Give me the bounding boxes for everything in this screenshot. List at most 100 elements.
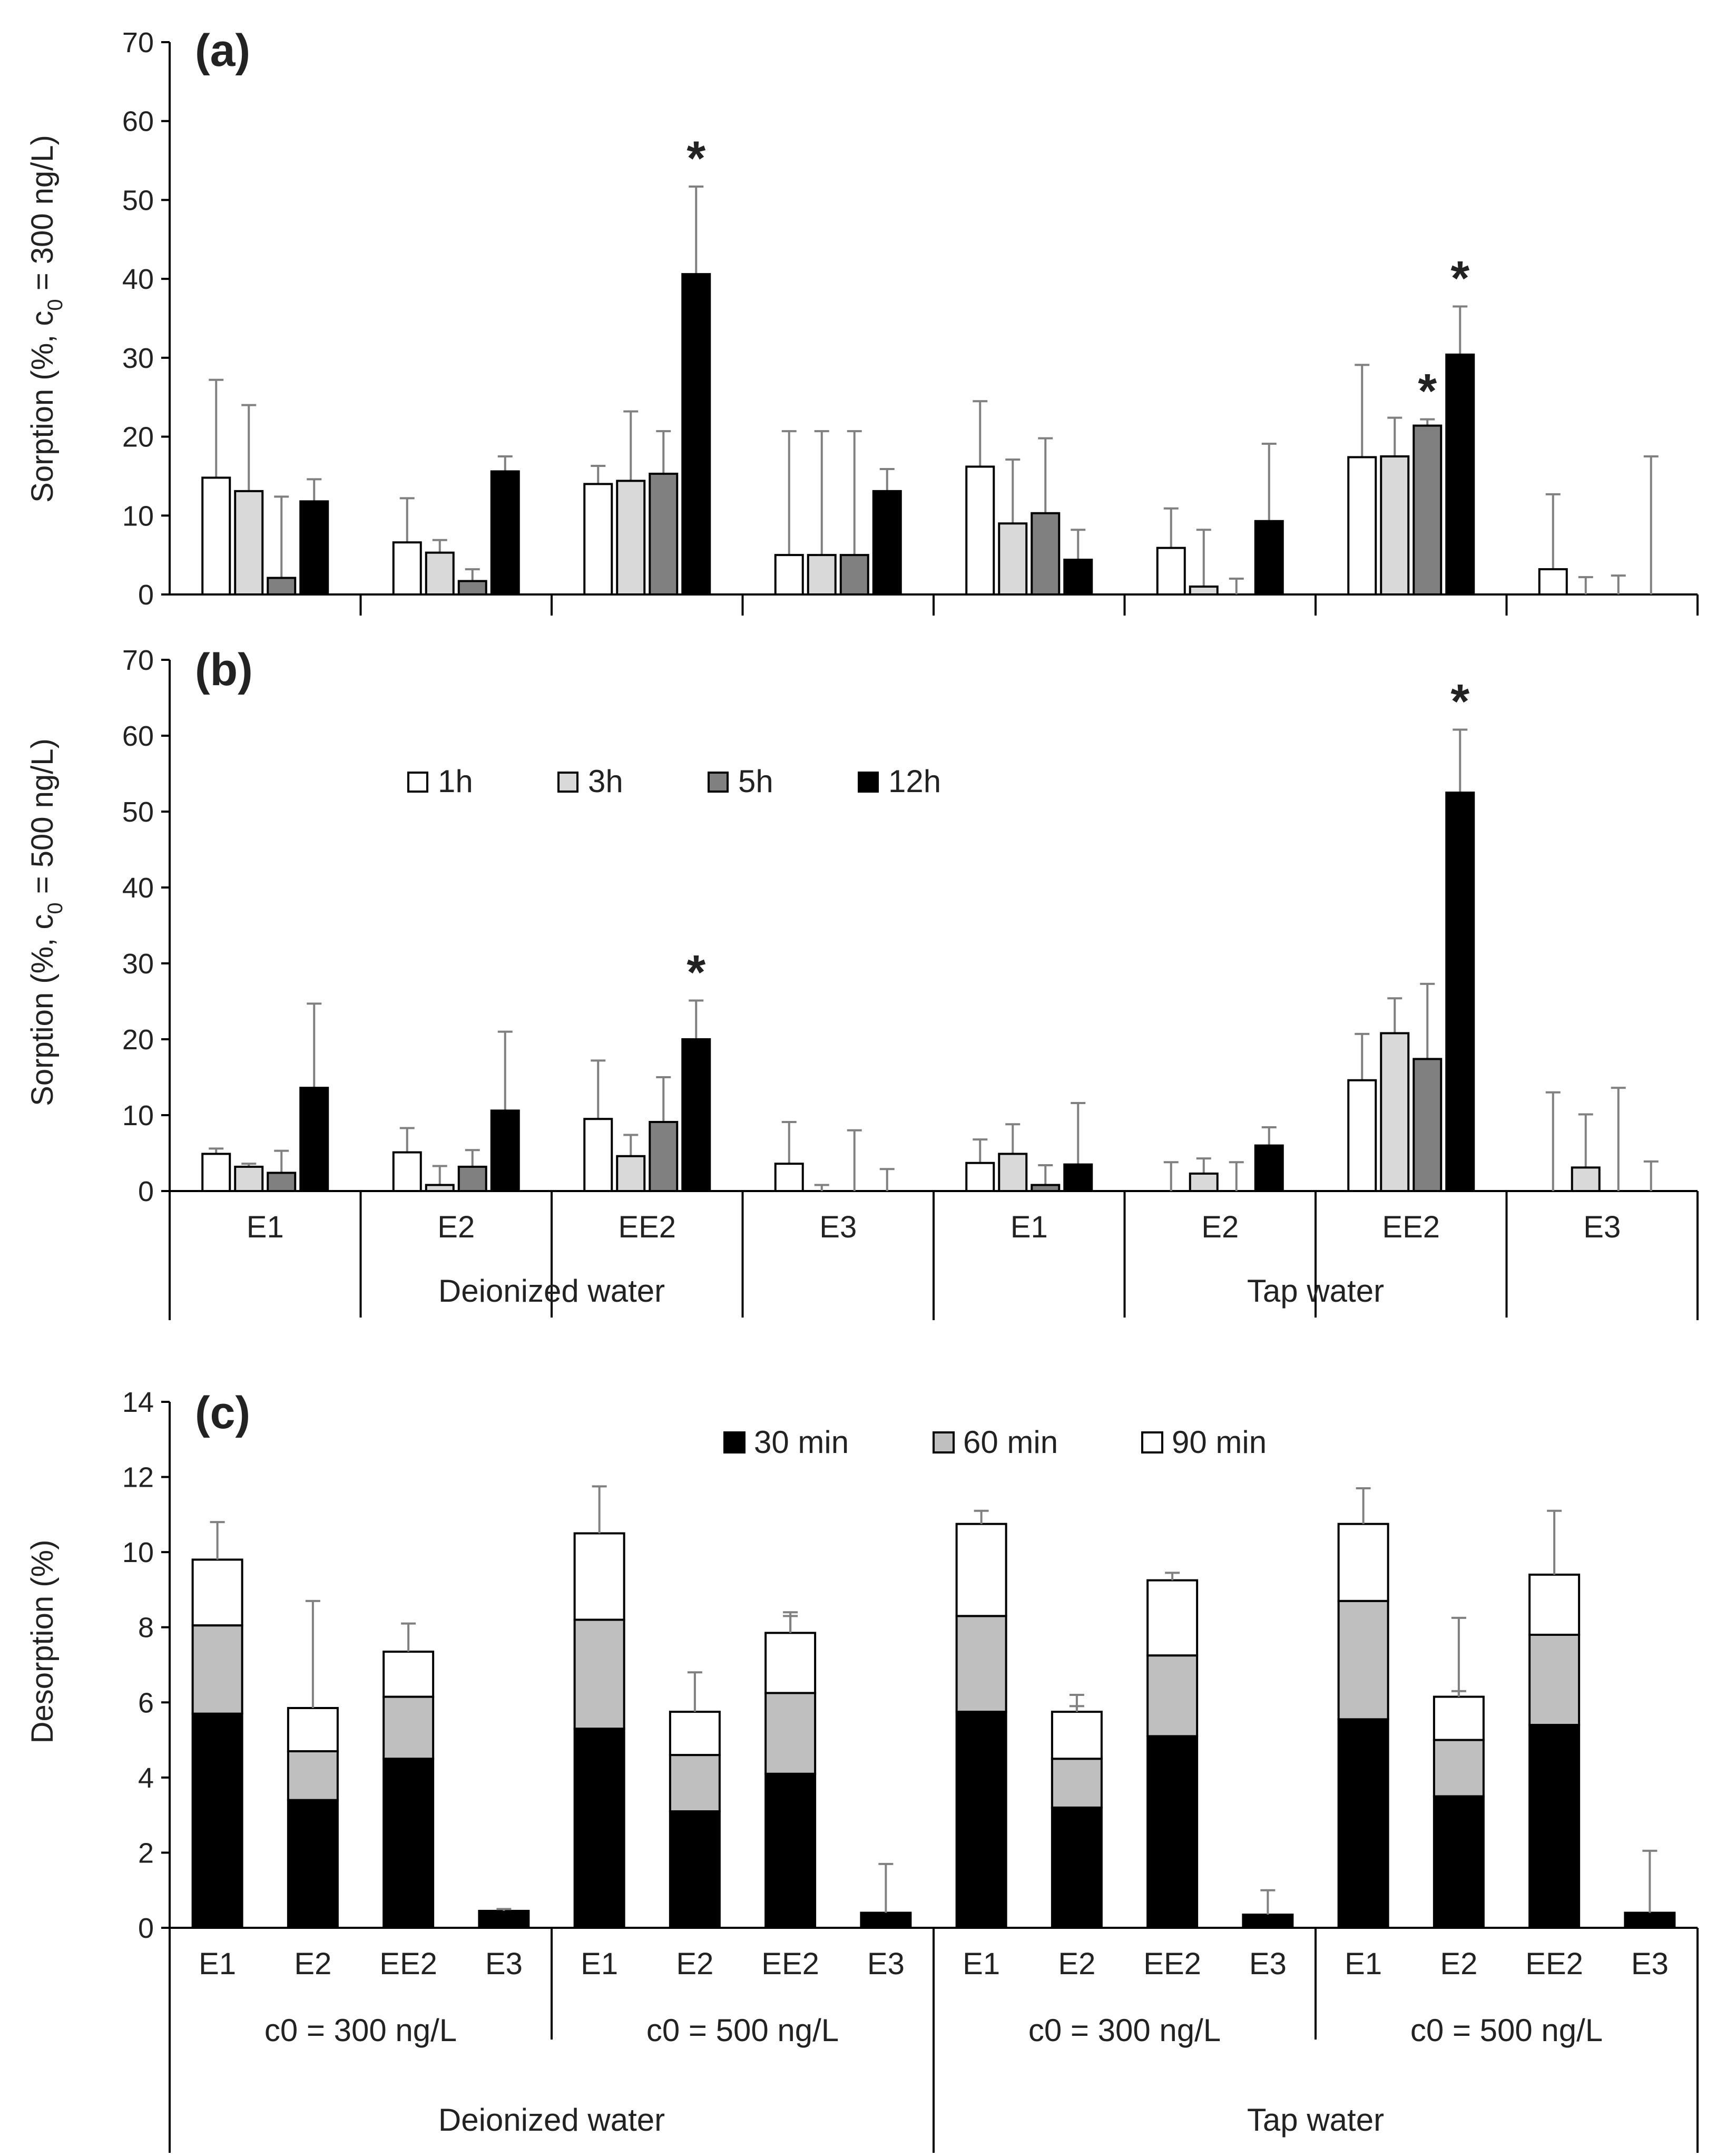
panel-b-bar-12h-EE2 [681,1038,711,1192]
panel-c-bar-90min-EE2 [764,1632,817,1694]
panel-c-bar-30min-EE2 [382,1758,435,1929]
panel-c-bar-90min-EE2 [382,1651,435,1698]
panel-c-bar-60min-EE2 [764,1692,817,1775]
panel-a-bar-5h-EE2 [1413,424,1443,596]
panel-b-legend-swatch-3h [557,772,578,793]
panel-a-bar-1h-E3 [1538,568,1568,596]
panel-b-significance-star: * [686,946,705,1000]
panel-c-bar-30min-E1 [1337,1718,1389,1929]
panel-b-bar-3h-E2 [1189,1172,1219,1192]
panel-c-bar-60min-EE2 [382,1695,435,1760]
panel-c-subgroup-label: c0 = 300 ng/L [1028,2013,1221,2048]
panel-a-bar-3h-E2 [1189,586,1219,596]
panel-c-bar-60min-EE2 [1146,1654,1199,1738]
panel-b-label: (b) [195,645,253,695]
panel-a-sorption-300: 0 10 20 30 40 50 60 70 * * * (a) Sorption (%, c0 =… [25,25,1699,616]
panel-a-bar-1h-E2 [1156,547,1186,596]
panel-a-bar-1h-E1 [965,465,995,596]
panel-c-bar-90min-EE2 [1146,1579,1199,1657]
panel-c-y-tick-label: 4 [138,1762,154,1794]
panel-a-bar-12h-EE2 [681,273,711,596]
panel-b-bar-12h-EE2 [1445,792,1475,1192]
panel-c-bar-60min-E1 [191,1624,243,1715]
panel-b-y-tick-label: 30 [122,948,154,980]
panel-c-y-tick-label: 14 [122,1387,154,1418]
panel-b-bar-3h-E1 [998,1153,1028,1192]
panel-c-category-label: EE2 [761,1947,819,1981]
panel-c-bar-30min-EE2 [1146,1735,1199,1929]
panel-c-bar-30min-E1 [191,1712,243,1929]
panel-c-bar-30min-EE2 [764,1772,817,1929]
panel-c-bar-30min-E2 [287,1799,339,1929]
panel-c-bar-30min-E3 [478,1909,530,1929]
panel-a-bar-12h-E1 [1063,559,1093,596]
panel-c-bar-90min-EE2 [1528,1573,1581,1636]
panel-c-y-tick-label: 12 [122,1462,154,1494]
panel-c-desorption: 0 2 4 6 8 10 12 14 E1 E2 EE2 E3 E1 E2 EE2 E3 E1 E2 EE2 E3 E1… [25,1387,1699,2153]
panel-c-category-label: E1 [963,1947,1000,1981]
panel-b-legend-swatch-1h [407,772,428,793]
panel-c-bar-90min-E1 [191,1558,243,1627]
panel-c-legend-swatch-90min [1141,1431,1163,1453]
panel-c-bar-30min-E1 [573,1728,625,1929]
panel-c-bar-30min-EE2 [1528,1724,1581,1929]
panel-a-y-tick-label: 0 [138,579,154,611]
panel-c-subgroup-label: c0 = 500 ng/L [646,2013,839,2048]
panel-a-significance-star: * [1450,252,1469,306]
panel-a-bar-12h-EE2 [1445,353,1475,596]
panel-c-bar-30min-E3 [1624,1911,1676,1929]
panel-c-label: (c) [195,1388,250,1438]
panel-c-category-label: EE2 [1525,1947,1583,1981]
panel-b-legend-swatch-5h [708,772,729,793]
panel-c-y-tick-label: 2 [138,1837,154,1869]
panel-a-significance-star: * [1418,365,1437,418]
panel-b-category-label: E3 [1583,1210,1621,1244]
panel-b-bar-3h-EE2 [1380,1032,1410,1192]
panel-c-bar-30min-E3 [1242,1914,1294,1929]
panel-c-marks: 0 2 4 6 8 10 12 14 E1 E2 EE2 E3 E1 E2 EE2 E3 E1 E2 EE2 E3 E1… [122,1387,1699,2153]
panel-b-bar-1h-E1 [965,1162,995,1192]
panel-c-category-label: E2 [1440,1947,1477,1981]
panel-a-y-tick-label: 20 [122,422,154,453]
panel-c-category-label: E3 [1249,1947,1287,1981]
panel-b-legend-label: 1h [438,764,473,799]
panel-c-category-label: EE2 [379,1947,437,1981]
panel-a-y-tick-label: 30 [122,343,154,374]
panel-b-significance-star: * [1450,675,1469,728]
panel-b-legend-label: 5h [738,764,773,799]
panel-a-y-tick-label: 70 [122,27,154,58]
panel-a-y-tick-label: 60 [122,106,154,138]
panel-a-bar-5h-E1 [1031,512,1061,596]
panel-c-bar-30min-E1 [955,1711,1007,1929]
panel-a-bar-1h-E2 [392,541,422,596]
panel-c-bar-90min-E1 [955,1523,1007,1617]
panel-c-bar-30min-E2 [669,1810,721,1929]
panel-c-bar-30min-E2 [1433,1795,1485,1929]
panel-c-bar-60min-EE2 [1528,1633,1581,1726]
panel-c-y-tick-label: 10 [122,1537,154,1568]
panel-b-bar-1h-E2 [392,1151,422,1193]
panel-b-bar-3h-EE2 [616,1155,646,1193]
panel-c-bar-90min-E2 [1051,1711,1103,1760]
panel-c-legend-label: 90 min [1172,1425,1267,1460]
panel-c-legend-label: 60 min [963,1425,1058,1460]
panel-a-bar-12h-E3 [872,490,902,596]
panel-c-category-label: E3 [485,1947,523,1981]
panel-b-y-axis-title: Sorption (%, c0 = 500 ng/L) [25,738,67,1106]
panel-c-y-tick-label: 8 [138,1612,154,1644]
panel-a-bar-3h-E2 [425,551,455,596]
panel-c-category-label: E1 [199,1947,236,1981]
panel-b-bar-5h-E1 [267,1172,297,1192]
panel-b-y-tick-label: 0 [138,1176,154,1207]
panel-a-y-axis-title: Sorption (%, c0 = 300 ng/L) [25,135,67,503]
panel-b-legend-label: 12h [888,764,941,799]
panel-c-bar-60min-E2 [287,1750,339,1801]
panel-c-category-label: E3 [1631,1947,1669,1981]
panel-b-bar-5h-EE2 [649,1120,679,1192]
panel-c-category-label: E2 [1058,1947,1095,1981]
panel-b-marks: 0 10 20 30 40 50 60 70 * * E1 E2 EE2 E3 E1 E2 EE2 E3 Deion… [122,645,1699,1320]
panel-c-subgroup-label: c0 = 500 ng/L [1410,2013,1603,2048]
panel-a-bar-5h-E2 [457,580,487,596]
panel-c-bar-60min-E1 [955,1615,1007,1713]
